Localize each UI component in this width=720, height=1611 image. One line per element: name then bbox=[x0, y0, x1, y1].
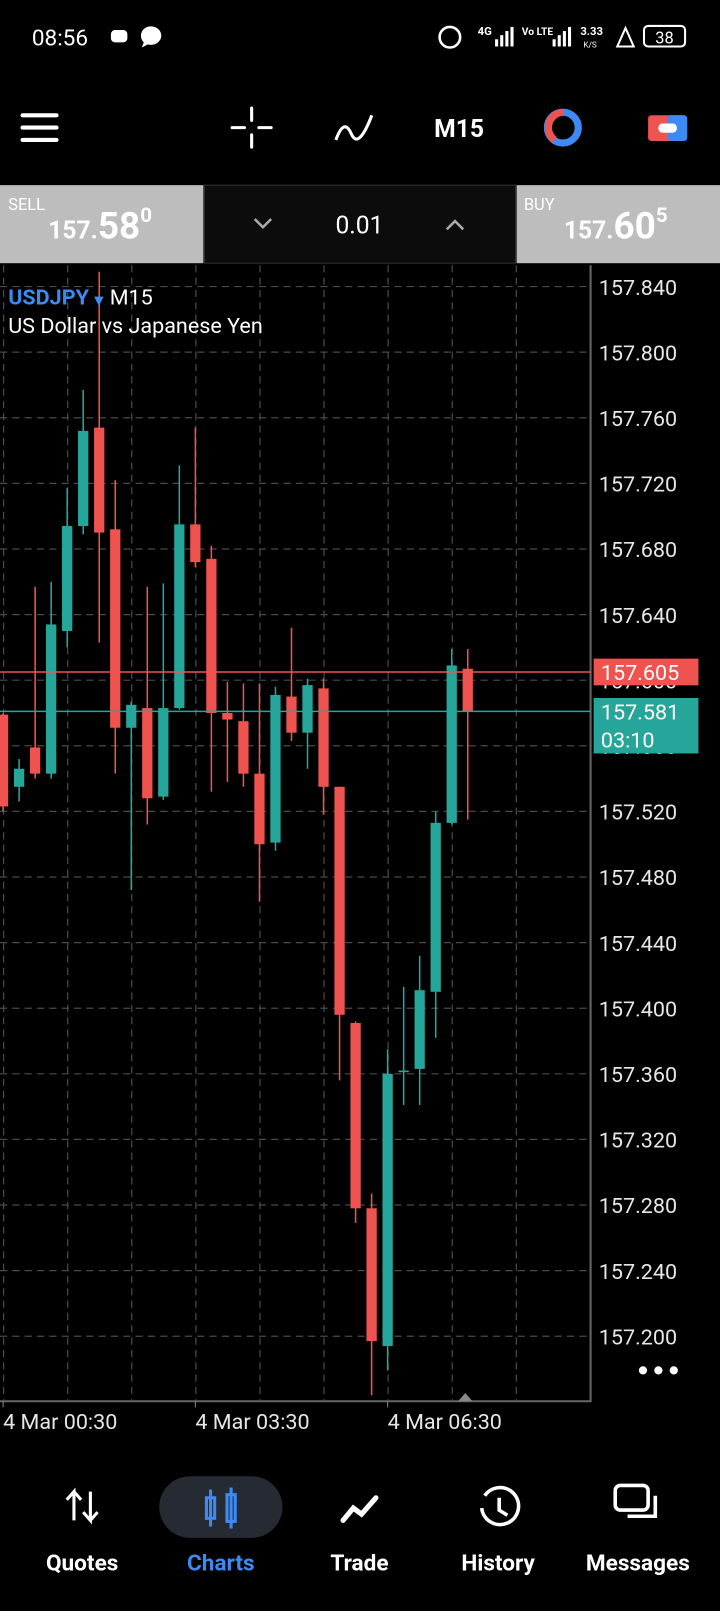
candle-body bbox=[46, 624, 57, 774]
buy-label: BUY bbox=[524, 196, 555, 215]
chat-icon bbox=[140, 26, 162, 48]
plot-area: 157.840 157.800 157.760 157.720 157.680 157.6… bbox=[0, 265, 677, 1401]
candle-body bbox=[462, 668, 473, 712]
candle-body bbox=[174, 524, 185, 709]
nav-tab[interactable]: Messages bbox=[586, 1550, 690, 1577]
y-tick-label: 157.720 bbox=[599, 473, 677, 498]
ask-tag-label: 157.605 bbox=[601, 661, 679, 686]
candle-body bbox=[430, 822, 441, 992]
active-tab-pill bbox=[159, 1476, 283, 1538]
candle-body bbox=[142, 708, 153, 799]
candle-body bbox=[398, 1070, 409, 1073]
x-tick-label: 4 Mar 00:30 bbox=[3, 1410, 117, 1435]
candle-body bbox=[29, 747, 41, 774]
candle-body bbox=[350, 1022, 361, 1209]
candle-body bbox=[254, 773, 265, 845]
candle-body bbox=[206, 558, 217, 713]
timeframe-button[interactable]: M15 bbox=[434, 115, 484, 144]
y-tick-label: 157.520 bbox=[599, 801, 677, 826]
y-tick-label: 157.240 bbox=[599, 1260, 677, 1285]
net-speed-unit: K/S bbox=[583, 40, 597, 50]
bar-countdown: 03:10 bbox=[601, 728, 655, 753]
x-tick-label: 4 Mar 03:30 bbox=[195, 1410, 309, 1435]
candle-body bbox=[446, 665, 457, 823]
buy-price: 157.605 bbox=[564, 204, 668, 248]
sell-price: 157.580 bbox=[48, 204, 152, 248]
candle-body bbox=[78, 430, 89, 527]
signal-icon bbox=[495, 26, 514, 47]
chart-symbol-line: USDJPY ▼ M15 bbox=[8, 285, 153, 310]
scroll-marker[interactable] bbox=[458, 1393, 473, 1402]
quotes-icon bbox=[65, 1487, 99, 1525]
lot-decrease[interactable] bbox=[253, 218, 273, 230]
candle-body bbox=[0, 714, 9, 807]
y-tick-label: 157.680 bbox=[599, 538, 677, 563]
nav-tab[interactable]: Quotes bbox=[46, 1550, 118, 1577]
y-tick-label: 157.840 bbox=[599, 276, 677, 301]
bottom-nav: Quotes Charts Trade History Messages bbox=[46, 1550, 690, 1577]
candle-body bbox=[190, 524, 201, 563]
candle-body bbox=[366, 1208, 377, 1342]
y-tick-label: 157.440 bbox=[599, 932, 677, 957]
trade-icon bbox=[340, 1495, 379, 1523]
y-tick-label: 157.200 bbox=[599, 1325, 677, 1350]
status-time: 08:56 bbox=[32, 24, 88, 51]
more-button[interactable] bbox=[638, 1366, 678, 1375]
signal-icon-2 bbox=[552, 26, 572, 47]
candle-body bbox=[158, 708, 169, 797]
candle-body bbox=[318, 688, 329, 787]
net-speed: 3.33 bbox=[580, 25, 603, 38]
network-type: 4G bbox=[478, 25, 492, 38]
candle-body bbox=[270, 694, 281, 843]
buy-button[interactable] bbox=[516, 185, 720, 264]
candle-body bbox=[222, 712, 233, 720]
menu-button[interactable] bbox=[20, 113, 59, 142]
y-tick-label: 157.640 bbox=[599, 604, 677, 629]
candle-body bbox=[286, 696, 297, 733]
nav-tab[interactable]: Trade bbox=[330, 1550, 388, 1577]
bid-tag-label: 157.581 bbox=[601, 701, 679, 726]
y-tick-label: 157.480 bbox=[599, 866, 677, 891]
nav-tab[interactable]: History bbox=[461, 1550, 535, 1577]
y-tick-label: 157.320 bbox=[599, 1129, 677, 1154]
ask-tag bbox=[593, 658, 699, 686]
lab-icon bbox=[615, 25, 636, 48]
volte: Vo LTE bbox=[522, 25, 554, 38]
candle-body bbox=[382, 1073, 393, 1347]
game-icon bbox=[110, 30, 128, 43]
lot-size[interactable]: 0.01 bbox=[335, 211, 383, 240]
candle-body bbox=[110, 529, 121, 728]
nav-tab[interactable]: Charts bbox=[187, 1550, 255, 1577]
crosshair-button[interactable] bbox=[230, 106, 273, 149]
candle-body bbox=[414, 990, 425, 1069]
x-tick-label: 4 Mar 06:30 bbox=[388, 1410, 502, 1435]
messages-icon bbox=[613, 1483, 658, 1519]
chart-description: US Dollar vs Japanese Yen bbox=[8, 314, 263, 339]
lot-panel bbox=[203, 184, 517, 264]
candle-body bbox=[334, 786, 345, 1015]
lot-increase[interactable] bbox=[445, 219, 465, 231]
bid-tag bbox=[593, 697, 699, 754]
sell-button[interactable] bbox=[0, 185, 204, 264]
y-tick-label: 157.760 bbox=[599, 407, 677, 432]
candle-body bbox=[238, 721, 249, 774]
battery-level: 38 bbox=[655, 29, 673, 48]
alarm-icon bbox=[438, 25, 462, 49]
candle-body bbox=[94, 427, 105, 533]
history-icon bbox=[479, 1485, 521, 1527]
sell-label: SELL bbox=[8, 196, 45, 215]
y-tick-label: 157.800 bbox=[599, 341, 677, 366]
candle-body bbox=[13, 768, 25, 787]
charts-icon bbox=[204, 1487, 237, 1529]
y-tick-label: 157.400 bbox=[599, 997, 677, 1022]
battery bbox=[642, 24, 687, 48]
indicators-button[interactable] bbox=[334, 114, 374, 141]
candle-body bbox=[62, 526, 73, 631]
y-tick-label: 157.280 bbox=[599, 1194, 677, 1219]
candle-body bbox=[302, 685, 313, 733]
candle-body bbox=[126, 704, 137, 728]
y-tick-label: 157.360 bbox=[599, 1063, 677, 1088]
